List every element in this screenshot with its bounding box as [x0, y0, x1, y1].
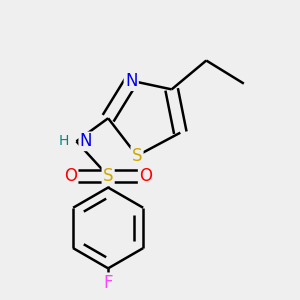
Text: N: N [79, 132, 92, 150]
Text: F: F [103, 274, 113, 292]
Text: N: N [125, 72, 137, 90]
Text: S: S [103, 167, 113, 185]
Text: S: S [132, 147, 142, 165]
Text: H: H [59, 134, 69, 148]
Text: O: O [64, 167, 77, 185]
Text: O: O [139, 167, 152, 185]
